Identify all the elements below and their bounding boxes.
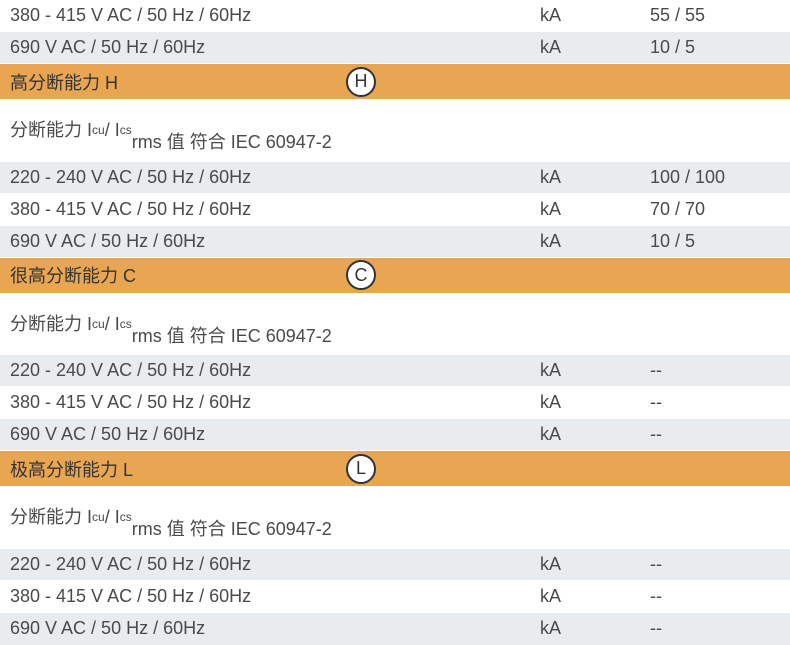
row-value: --	[650, 360, 780, 381]
section-badge-cell: L	[340, 454, 540, 484]
table-row: 220 - 240 V AC / 50 Hz / 60Hz kA--	[0, 549, 790, 581]
row-value: 10 / 5	[650, 231, 780, 252]
row-value: --	[650, 586, 780, 607]
row-unit: kA	[540, 554, 650, 575]
row-value: --	[650, 424, 780, 445]
row-label: 690 V AC / 50 Hz / 60Hz	[10, 231, 340, 252]
row-unit: kA	[540, 360, 650, 381]
section-header: 很高分断能力 CC	[0, 258, 790, 294]
row-value: --	[650, 554, 780, 575]
row-unit: kA	[540, 37, 650, 58]
table-row: 380 - 415 V AC / 50 Hz / 60Hz kA70 / 70	[0, 194, 790, 226]
table-row: 690 V AC / 50 Hz / 60Hz kA10 / 5	[0, 32, 790, 64]
row-unit: kA	[540, 167, 650, 188]
row-label: 690 V AC / 50 Hz / 60Hz	[10, 37, 340, 58]
row-value: 70 / 70	[650, 199, 780, 220]
row-label: 690 V AC / 50 Hz / 60Hz	[10, 424, 340, 445]
table-row: 380 - 415 V AC / 50 Hz / 60Hz kA--	[0, 581, 790, 613]
row-unit: kA	[540, 618, 650, 639]
badge-icon: C	[346, 260, 376, 290]
table-row: 690 V AC / 50 Hz / 60Hz kA--	[0, 419, 790, 451]
row-label: 380 - 415 V AC / 50 Hz / 60Hz	[10, 586, 340, 607]
sub-label: 分断能力 Icu / Icsrms 值 符合 IEC 60947-2	[10, 300, 340, 349]
spec-table: 380 - 415 V AC / 50 Hz / 60HzkA55 / 5569…	[0, 0, 790, 645]
table-row: 220 - 240 V AC / 50 Hz / 60Hz kA--	[0, 355, 790, 387]
section-badge-cell: H	[340, 67, 540, 97]
row-label: 380 - 415 V AC / 50 Hz / 60Hz	[10, 199, 340, 220]
table-row: 220 - 240 V AC / 50 Hz / 60Hz kA100 / 100	[0, 162, 790, 194]
row-unit: kA	[540, 5, 650, 26]
row-value: --	[650, 618, 780, 639]
section-header: 极高分断能力 LL	[0, 451, 790, 487]
row-unit: kA	[540, 586, 650, 607]
row-unit: kA	[540, 199, 650, 220]
row-unit: kA	[540, 392, 650, 413]
section-subheader: 分断能力 Icu / Icsrms 值 符合 IEC 60947-2	[0, 100, 790, 162]
section-title: 极高分断能力 L	[10, 456, 340, 482]
row-unit: kA	[540, 424, 650, 445]
table-row: 380 - 415 V AC / 50 Hz / 60Hz kA55 / 55	[0, 0, 790, 32]
row-label: 690 V AC / 50 Hz / 60Hz	[10, 618, 340, 639]
row-value: --	[650, 392, 780, 413]
badge-icon: H	[346, 67, 376, 97]
table-row: 690 V AC / 50 Hz / 60Hz kA--	[0, 613, 790, 645]
section-subheader: 分断能力 Icu / Icsrms 值 符合 IEC 60947-2	[0, 487, 790, 549]
row-value: 100 / 100	[650, 167, 780, 188]
section-badge-cell: C	[340, 260, 540, 290]
row-label: 380 - 415 V AC / 50 Hz / 60Hz	[10, 392, 340, 413]
sub-label: 分断能力 Icu / Icsrms 值 符合 IEC 60947-2	[10, 493, 340, 542]
row-value: 55 / 55	[650, 5, 780, 26]
row-label: 220 - 240 V AC / 50 Hz / 60Hz	[10, 167, 340, 188]
section-subheader: 分断能力 Icu / Icsrms 值 符合 IEC 60947-2	[0, 294, 790, 356]
row-unit: kA	[540, 231, 650, 252]
badge-icon: L	[346, 454, 376, 484]
table-row: 690 V AC / 50 Hz / 60Hz kA10 / 5	[0, 226, 790, 258]
sub-label: 分断能力 Icu / Icsrms 值 符合 IEC 60947-2	[10, 106, 340, 155]
row-label: 220 - 240 V AC / 50 Hz / 60Hz	[10, 360, 340, 381]
section-title: 高分断能力 H	[10, 69, 340, 95]
table-row: 380 - 415 V AC / 50 Hz / 60Hz kA--	[0, 387, 790, 419]
row-label: 220 - 240 V AC / 50 Hz / 60Hz	[10, 554, 340, 575]
row-label: 380 - 415 V AC / 50 Hz / 60Hz	[10, 5, 340, 26]
section-title: 很高分断能力 C	[10, 262, 340, 288]
section-header: 高分断能力 HH	[0, 64, 790, 100]
row-value: 10 / 5	[650, 37, 780, 58]
